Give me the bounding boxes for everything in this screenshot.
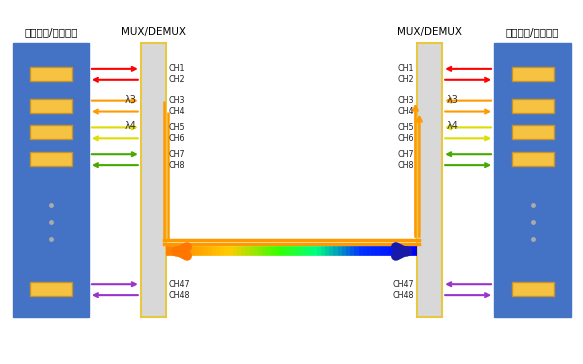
Bar	[30, 99, 72, 112]
Text: CH2: CH2	[398, 75, 415, 84]
Text: CH1: CH1	[398, 64, 415, 74]
Text: CH8: CH8	[168, 161, 185, 170]
Text: CH4: CH4	[398, 107, 415, 116]
Text: λ4: λ4	[125, 122, 137, 131]
Text: CH2: CH2	[168, 75, 185, 84]
Text: λ4: λ4	[446, 122, 458, 131]
Bar	[512, 126, 554, 139]
Bar	[494, 43, 571, 317]
Bar	[13, 43, 89, 317]
Bar	[30, 152, 72, 166]
Bar	[30, 67, 72, 81]
Text: λ3: λ3	[446, 95, 458, 104]
Bar	[417, 43, 442, 317]
Text: MUX/DEMUX: MUX/DEMUX	[121, 27, 185, 37]
Text: CH48: CH48	[168, 290, 190, 300]
Text: CH47: CH47	[168, 280, 190, 289]
Text: CH6: CH6	[168, 134, 185, 143]
Text: CH6: CH6	[398, 134, 415, 143]
Bar	[512, 152, 554, 166]
Text: MUX/DEMUX: MUX/DEMUX	[398, 27, 462, 37]
Bar	[141, 43, 166, 317]
Bar	[30, 126, 72, 139]
Bar	[512, 99, 554, 112]
Text: CH8: CH8	[398, 161, 415, 170]
Bar	[30, 282, 72, 296]
Text: CH47: CH47	[393, 280, 415, 289]
Text: CH1: CH1	[168, 64, 185, 74]
Text: λ3: λ3	[125, 95, 137, 104]
Text: CH5: CH5	[398, 123, 415, 132]
Text: スイッチ/ルーター: スイッチ/ルーター	[24, 27, 78, 37]
Bar	[512, 67, 554, 81]
Text: CH7: CH7	[398, 150, 415, 159]
Text: CH3: CH3	[398, 96, 415, 105]
Text: CH3: CH3	[168, 96, 185, 105]
Text: CH7: CH7	[168, 150, 185, 159]
Text: スイッチ/ルーター: スイッチ/ルーター	[505, 27, 559, 37]
Text: CH5: CH5	[168, 123, 185, 132]
Bar	[512, 282, 554, 296]
Text: CH48: CH48	[393, 290, 415, 300]
Text: CH4: CH4	[168, 107, 185, 116]
